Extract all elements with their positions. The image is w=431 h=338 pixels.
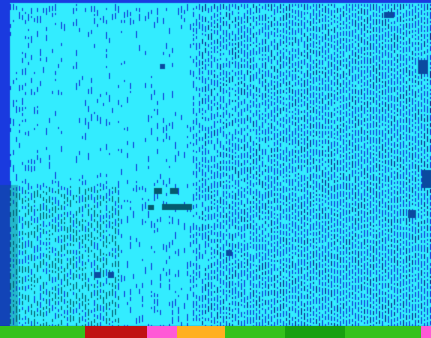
status-bar-segment (285, 326, 345, 338)
status-bar-segment (147, 326, 177, 338)
status-bar-segment (421, 326, 431, 338)
status-bar-segment (345, 326, 421, 338)
status-bar (0, 326, 431, 338)
status-bar-segment (0, 326, 85, 338)
status-bar-segment (85, 326, 147, 338)
status-bar-segment (225, 326, 285, 338)
status-bar-segment (177, 326, 225, 338)
